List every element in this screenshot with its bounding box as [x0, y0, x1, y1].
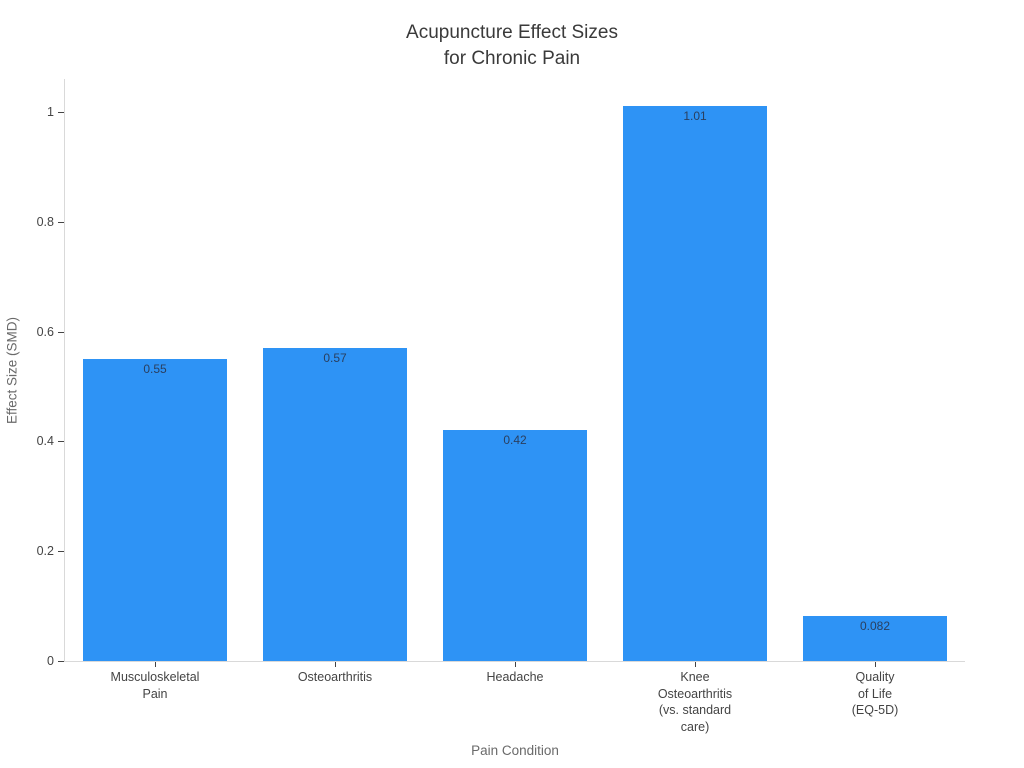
bar-value-label: 1.01	[683, 109, 707, 124]
x-tick-label: Musculoskeletal Pain	[110, 670, 200, 701]
bar-quality-of-life-eq-5d: 0.082	[803, 615, 947, 661]
x-tick-mark	[335, 662, 336, 667]
y-tick-label: 0.4	[36, 434, 54, 449]
bar-value-label: 0.082	[859, 618, 891, 633]
y-tick-mark	[58, 551, 64, 553]
y-axis-line	[64, 79, 65, 662]
bar-value-label: 0.57	[323, 351, 347, 366]
chart-title: Acupuncture Effect Sizes for Chronic Pai…	[0, 20, 1024, 72]
y-tick-mark	[58, 111, 64, 113]
bar-headache: 0.42	[443, 430, 587, 661]
chart-title-line2: for Chronic Pain	[443, 48, 581, 69]
y-tick-label: 0.6	[36, 324, 54, 339]
x-tick-label: Knee Osteoarthritis (vs. standard care)	[657, 670, 733, 734]
y-tick-label: 0.2	[36, 544, 54, 559]
y-tick-mark	[58, 661, 64, 662]
x-tick-label: Quality of Life (EQ-5D)	[851, 670, 899, 717]
x-tick-label: Headache	[486, 670, 544, 684]
y-tick-mark	[58, 441, 64, 443]
y-tick-label: 1	[47, 104, 54, 119]
bar-value-label: 0.42	[503, 433, 527, 448]
bar-osteoarthritis: 0.57	[263, 348, 407, 661]
y-tick-mark	[58, 221, 64, 223]
chart-title-line1: Acupuncture Effect Sizes	[406, 22, 618, 43]
bar-value-label: 0.55	[143, 362, 167, 377]
y-tick-label: 0.8	[36, 214, 54, 229]
x-tick-mark	[515, 662, 516, 667]
y-tick-label: 0	[47, 654, 54, 668]
bar-knee-osteoarthritis-vs-standard-care: 1.01	[623, 106, 767, 661]
y-tick-mark	[58, 331, 64, 333]
x-tick-mark	[695, 662, 696, 667]
x-tick-mark	[875, 662, 876, 667]
bar-musculoskeletal-pain: 0.55	[83, 359, 227, 661]
plot-area: 0.55 0.57 0.42 1.01 0.082	[65, 79, 965, 661]
x-tick-mark	[155, 662, 156, 667]
y-axis-title: Effect Size (SMD)	[4, 316, 20, 425]
x-axis-title: Pain Condition	[471, 743, 559, 758]
x-axis-line	[64, 661, 965, 662]
x-tick-label: Osteoarthritis	[297, 670, 373, 684]
